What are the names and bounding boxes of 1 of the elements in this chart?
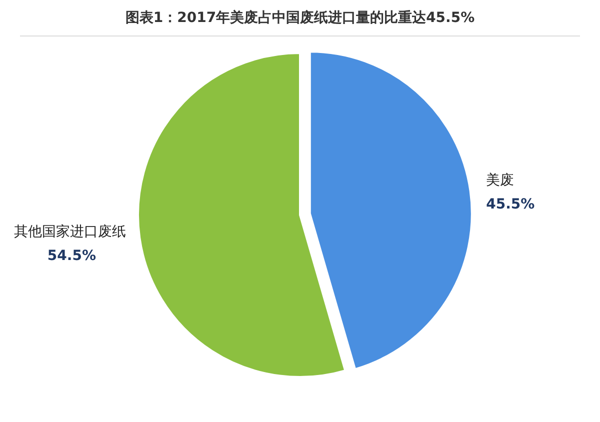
title: 图表1：2017年美废占中国废纸进口量的比重达45.5% [125, 10, 475, 26]
